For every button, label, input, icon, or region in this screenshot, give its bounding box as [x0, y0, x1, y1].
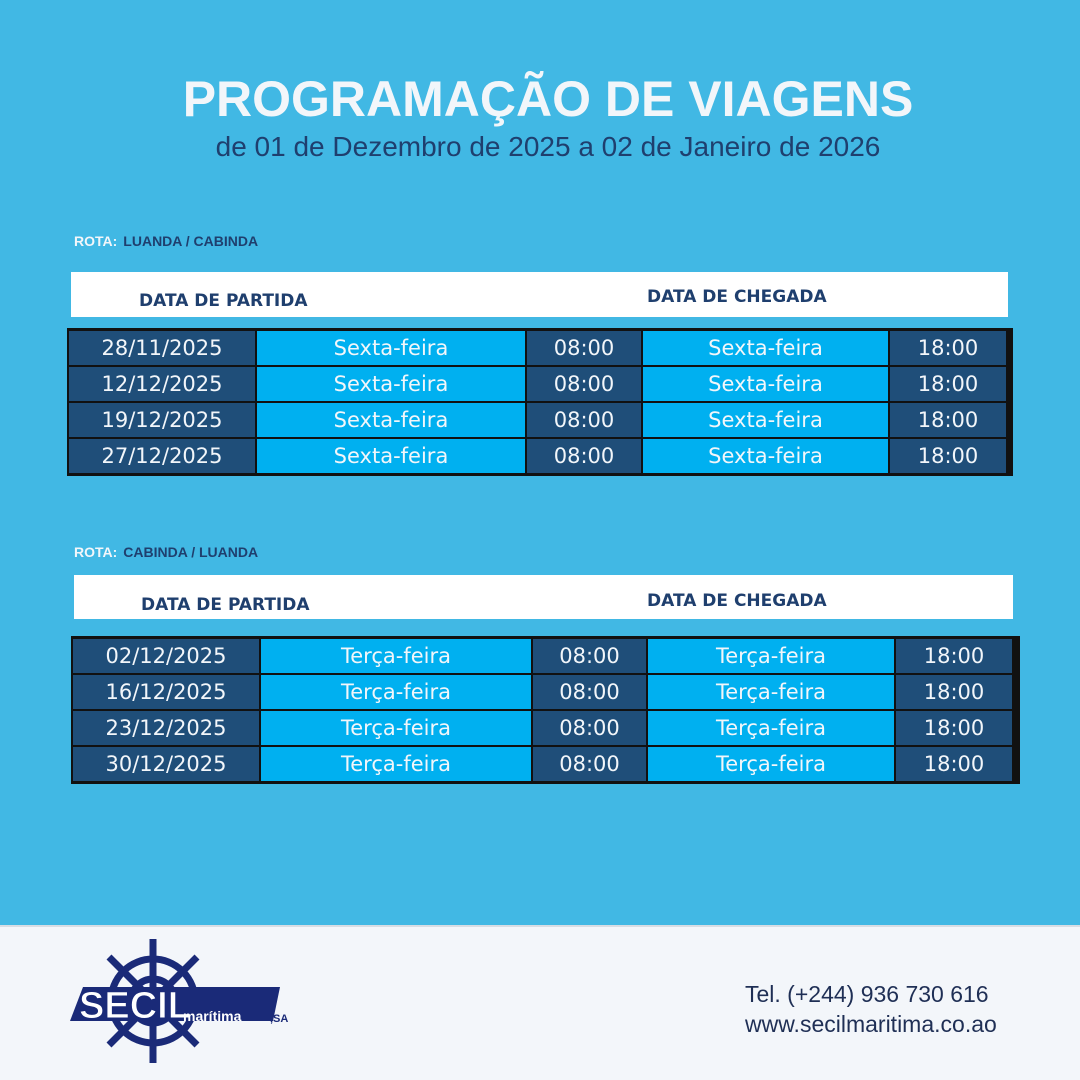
table-row: 19/12/2025 Sexta-feira 08:00 Sexta-feira 18:… — [69, 402, 1011, 438]
page-subtitle: de 01 de Dezembro de 2025 a 02 de Janeir… — [215, 131, 881, 162]
cell-arr-time: 18:00 — [890, 331, 1006, 365]
cell-arr-time: 18:00 — [890, 367, 1006, 401]
cell-dep-time: 08:00 — [533, 675, 648, 709]
svg-text:marítima: marítima — [183, 1008, 242, 1024]
table-row: 16/12/2025 Terça-feira 08:00 Terça-feira 18:… — [73, 674, 1018, 710]
cell-date: 30/12/2025 — [73, 747, 261, 781]
cell-arr-day: Sexta-feira — [643, 403, 890, 437]
cell-arr-day: Sexta-feira — [643, 331, 890, 365]
arrival-header: DATA DE CHEGADA — [647, 591, 827, 611]
cell-dep-day: Terça-feira — [261, 675, 533, 709]
cell-arr-day: Terça-feira — [648, 711, 896, 745]
cell-dep-day: Sexta-feira — [257, 367, 527, 401]
cell-dep-day: Terça-feira — [261, 711, 533, 745]
cell-arr-time: 18:00 — [890, 403, 1006, 437]
route-label-1: ROTA: LUANDA / CABINDA — [74, 233, 258, 249]
svg-text:,SA: ,SA — [270, 1013, 288, 1025]
cell-date: 16/12/2025 — [73, 675, 261, 709]
cell-arr-time: 18:00 — [896, 639, 1012, 673]
cell-date: 12/12/2025 — [69, 367, 257, 401]
cell-dep-time: 08:00 — [533, 639, 648, 673]
table-row: 23/12/2025 Terça-feira 08:00 Terça-feira 18:… — [73, 710, 1018, 746]
table-row: 27/12/2025 Sexta-feira 08:00 Sexta-feira 18:… — [69, 438, 1011, 474]
arrival-header: DATA DE CHEGADA — [647, 287, 827, 307]
table-row: 28/11/2025 Sexta-feira 08:00 Sexta-feira 18:… — [69, 330, 1011, 366]
secil-logo: SECIL marítima ,SA — [70, 939, 288, 1063]
route-prefix: ROTA: — [74, 233, 118, 249]
cell-arr-day: Terça-feira — [648, 639, 896, 673]
cell-arr-time: 18:00 — [896, 747, 1012, 781]
cell-date: 02/12/2025 — [73, 639, 261, 673]
cell-date: 23/12/2025 — [73, 711, 261, 745]
cell-dep-day: Terça-feira — [261, 747, 533, 781]
svg-text:SECIL: SECIL — [79, 985, 191, 1027]
cell-date: 28/11/2025 — [69, 331, 257, 365]
cell-arr-day: Terça-feira — [648, 747, 896, 781]
cell-arr-day: Terça-feira — [648, 675, 896, 709]
cell-arr-day: Sexta-feira — [643, 367, 890, 401]
footer: SECIL marítima ,SA Tel. (+244) 936 730 6… — [0, 925, 1080, 1080]
route-prefix: ROTA: — [74, 544, 118, 560]
cell-arr-time: 18:00 — [890, 439, 1006, 473]
cell-dep-time: 08:00 — [533, 747, 648, 781]
schedule-table-2: 02/12/2025 Terça-feira 08:00 Terça-feira 18:… — [71, 636, 1020, 784]
cell-dep-time: 08:00 — [533, 711, 648, 745]
website-link[interactable]: www.secilmaritima.co.ao — [745, 1011, 997, 1037]
route-name: CABINDA / LUANDA — [123, 544, 259, 560]
departure-header: DATA DE PARTIDA — [139, 291, 308, 311]
cell-arr-day: Sexta-feira — [643, 439, 890, 473]
phone: Tel. (+244) 936 730 616 — [745, 981, 989, 1007]
table-header-2: DATA DE PARTIDA DATA DE CHEGADA — [74, 575, 1013, 619]
route-name: LUANDA / CABINDA — [123, 233, 259, 249]
cell-date: 27/12/2025 — [69, 439, 257, 473]
cell-dep-time: 08:00 — [527, 367, 643, 401]
cell-dep-time: 08:00 — [527, 331, 643, 365]
cell-dep-day: Sexta-feira — [257, 403, 527, 437]
cell-dep-day: Sexta-feira — [257, 331, 527, 365]
contact-info: Tel. (+244) 936 730 616 www.secilmaritim… — [745, 979, 997, 1039]
table-row: 12/12/2025 Sexta-feira 08:00 Sexta-feira 18:… — [69, 366, 1011, 402]
table-header-1: DATA DE PARTIDA DATA DE CHEGADA — [71, 272, 1008, 317]
departure-header: DATA DE PARTIDA — [141, 595, 310, 615]
cell-date: 19/12/2025 — [69, 403, 257, 437]
table-row: 02/12/2025 Terça-feira 08:00 Terça-feira 18:… — [73, 638, 1018, 674]
cell-dep-time: 08:00 — [527, 439, 643, 473]
cell-arr-time: 18:00 — [896, 711, 1012, 745]
page-title: PROGRAMAÇÃO DE VIAGENS — [182, 71, 914, 127]
cell-dep-day: Sexta-feira — [257, 439, 527, 473]
route-label-2: ROTA: CABINDA / LUANDA — [74, 544, 258, 560]
cell-dep-time: 08:00 — [527, 403, 643, 437]
cell-arr-time: 18:00 — [896, 675, 1012, 709]
table-row: 30/12/2025 Terça-feira 08:00 Terça-feira 18:… — [73, 746, 1018, 782]
cell-dep-day: Terça-feira — [261, 639, 533, 673]
schedule-table-1: 28/11/2025 Sexta-feira 08:00 Sexta-feira 18:… — [67, 328, 1013, 476]
